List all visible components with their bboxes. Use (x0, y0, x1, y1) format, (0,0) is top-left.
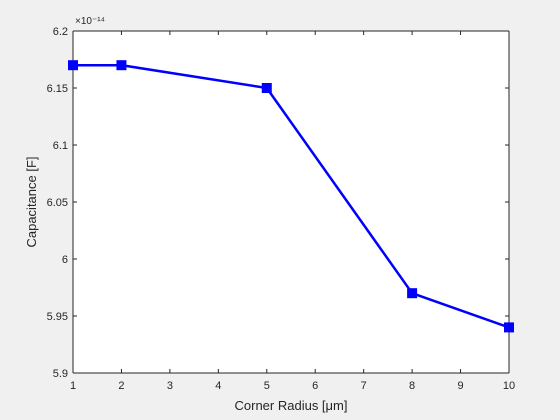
data-point-marker (116, 60, 127, 71)
y-tick-label: 6.15 (47, 83, 68, 95)
y-axis-multiplier: ×10⁻¹⁴ (75, 16, 105, 27)
y-tick-label: 5.9 (53, 368, 68, 380)
y-tick-label: 5.95 (47, 311, 68, 323)
x-tick-label: 8 (409, 380, 415, 392)
x-tick-label: 1 (70, 380, 76, 392)
y-tick-label: 6.2 (53, 26, 68, 38)
x-tick-label: 7 (361, 380, 367, 392)
x-tick-label: 9 (457, 380, 463, 392)
x-axis-ticks: 1 2 3 4 5 6 7 8 9 10 (70, 31, 515, 392)
y-tick-label: 6.05 (47, 197, 68, 209)
series-group (68, 60, 514, 333)
data-point-marker (504, 322, 514, 333)
x-tick-label: 6 (312, 380, 318, 392)
x-tick-label: 4 (215, 380, 221, 392)
data-point-marker (68, 60, 78, 71)
data-point-marker (261, 83, 272, 93)
y-axis-label: Capacitance [F] (24, 156, 39, 247)
x-tick-label: 3 (167, 380, 173, 392)
y-tick-label: 6.1 (53, 140, 68, 152)
data-point-marker (407, 288, 418, 299)
x-tick-label: 2 (118, 380, 124, 392)
x-tick-label: 10 (503, 380, 515, 392)
x-tick-label: 5 (264, 380, 270, 392)
y-axis-ticks: 5.9 5.95 6 6.05 6.1 6.15 6.2 (47, 26, 509, 380)
plot-area (73, 31, 509, 373)
x-axis-label: Corner Radius [μm] (235, 398, 348, 413)
y-tick-label: 6 (62, 254, 68, 266)
